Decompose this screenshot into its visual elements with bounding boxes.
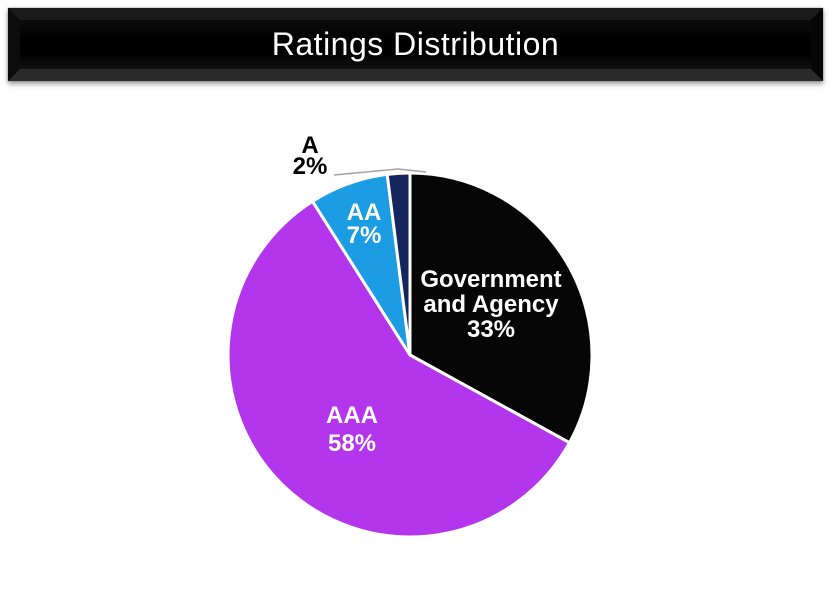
leader-line-a-slice [333, 168, 427, 176]
title-bar: Ratings Distribution [8, 8, 823, 81]
pie-label-government-and-agency-line-1: Government [420, 266, 561, 293]
pie-slice-government-and-agency [408, 171, 594, 445]
pie-label-aaa-line-2: 58% [328, 430, 376, 457]
pie-label-government-and-agency-line-2: and Agency [423, 291, 559, 318]
pie-label-aaa-line-1: AAA [326, 402, 378, 429]
pie-label-a-line-1: A [301, 132, 318, 159]
pie-slice-a [385, 171, 412, 357]
pie-label-aa-line-1: AA [347, 199, 382, 226]
pie-label-aa-line-2: 7% [347, 222, 382, 249]
pie-label-government-and-agency-line-3: 33% [467, 316, 515, 343]
pie-label-a-line-2: 2% [293, 153, 328, 180]
page-title: Ratings Distribution [271, 26, 560, 62]
pie-slice-aaa [226, 199, 571, 539]
